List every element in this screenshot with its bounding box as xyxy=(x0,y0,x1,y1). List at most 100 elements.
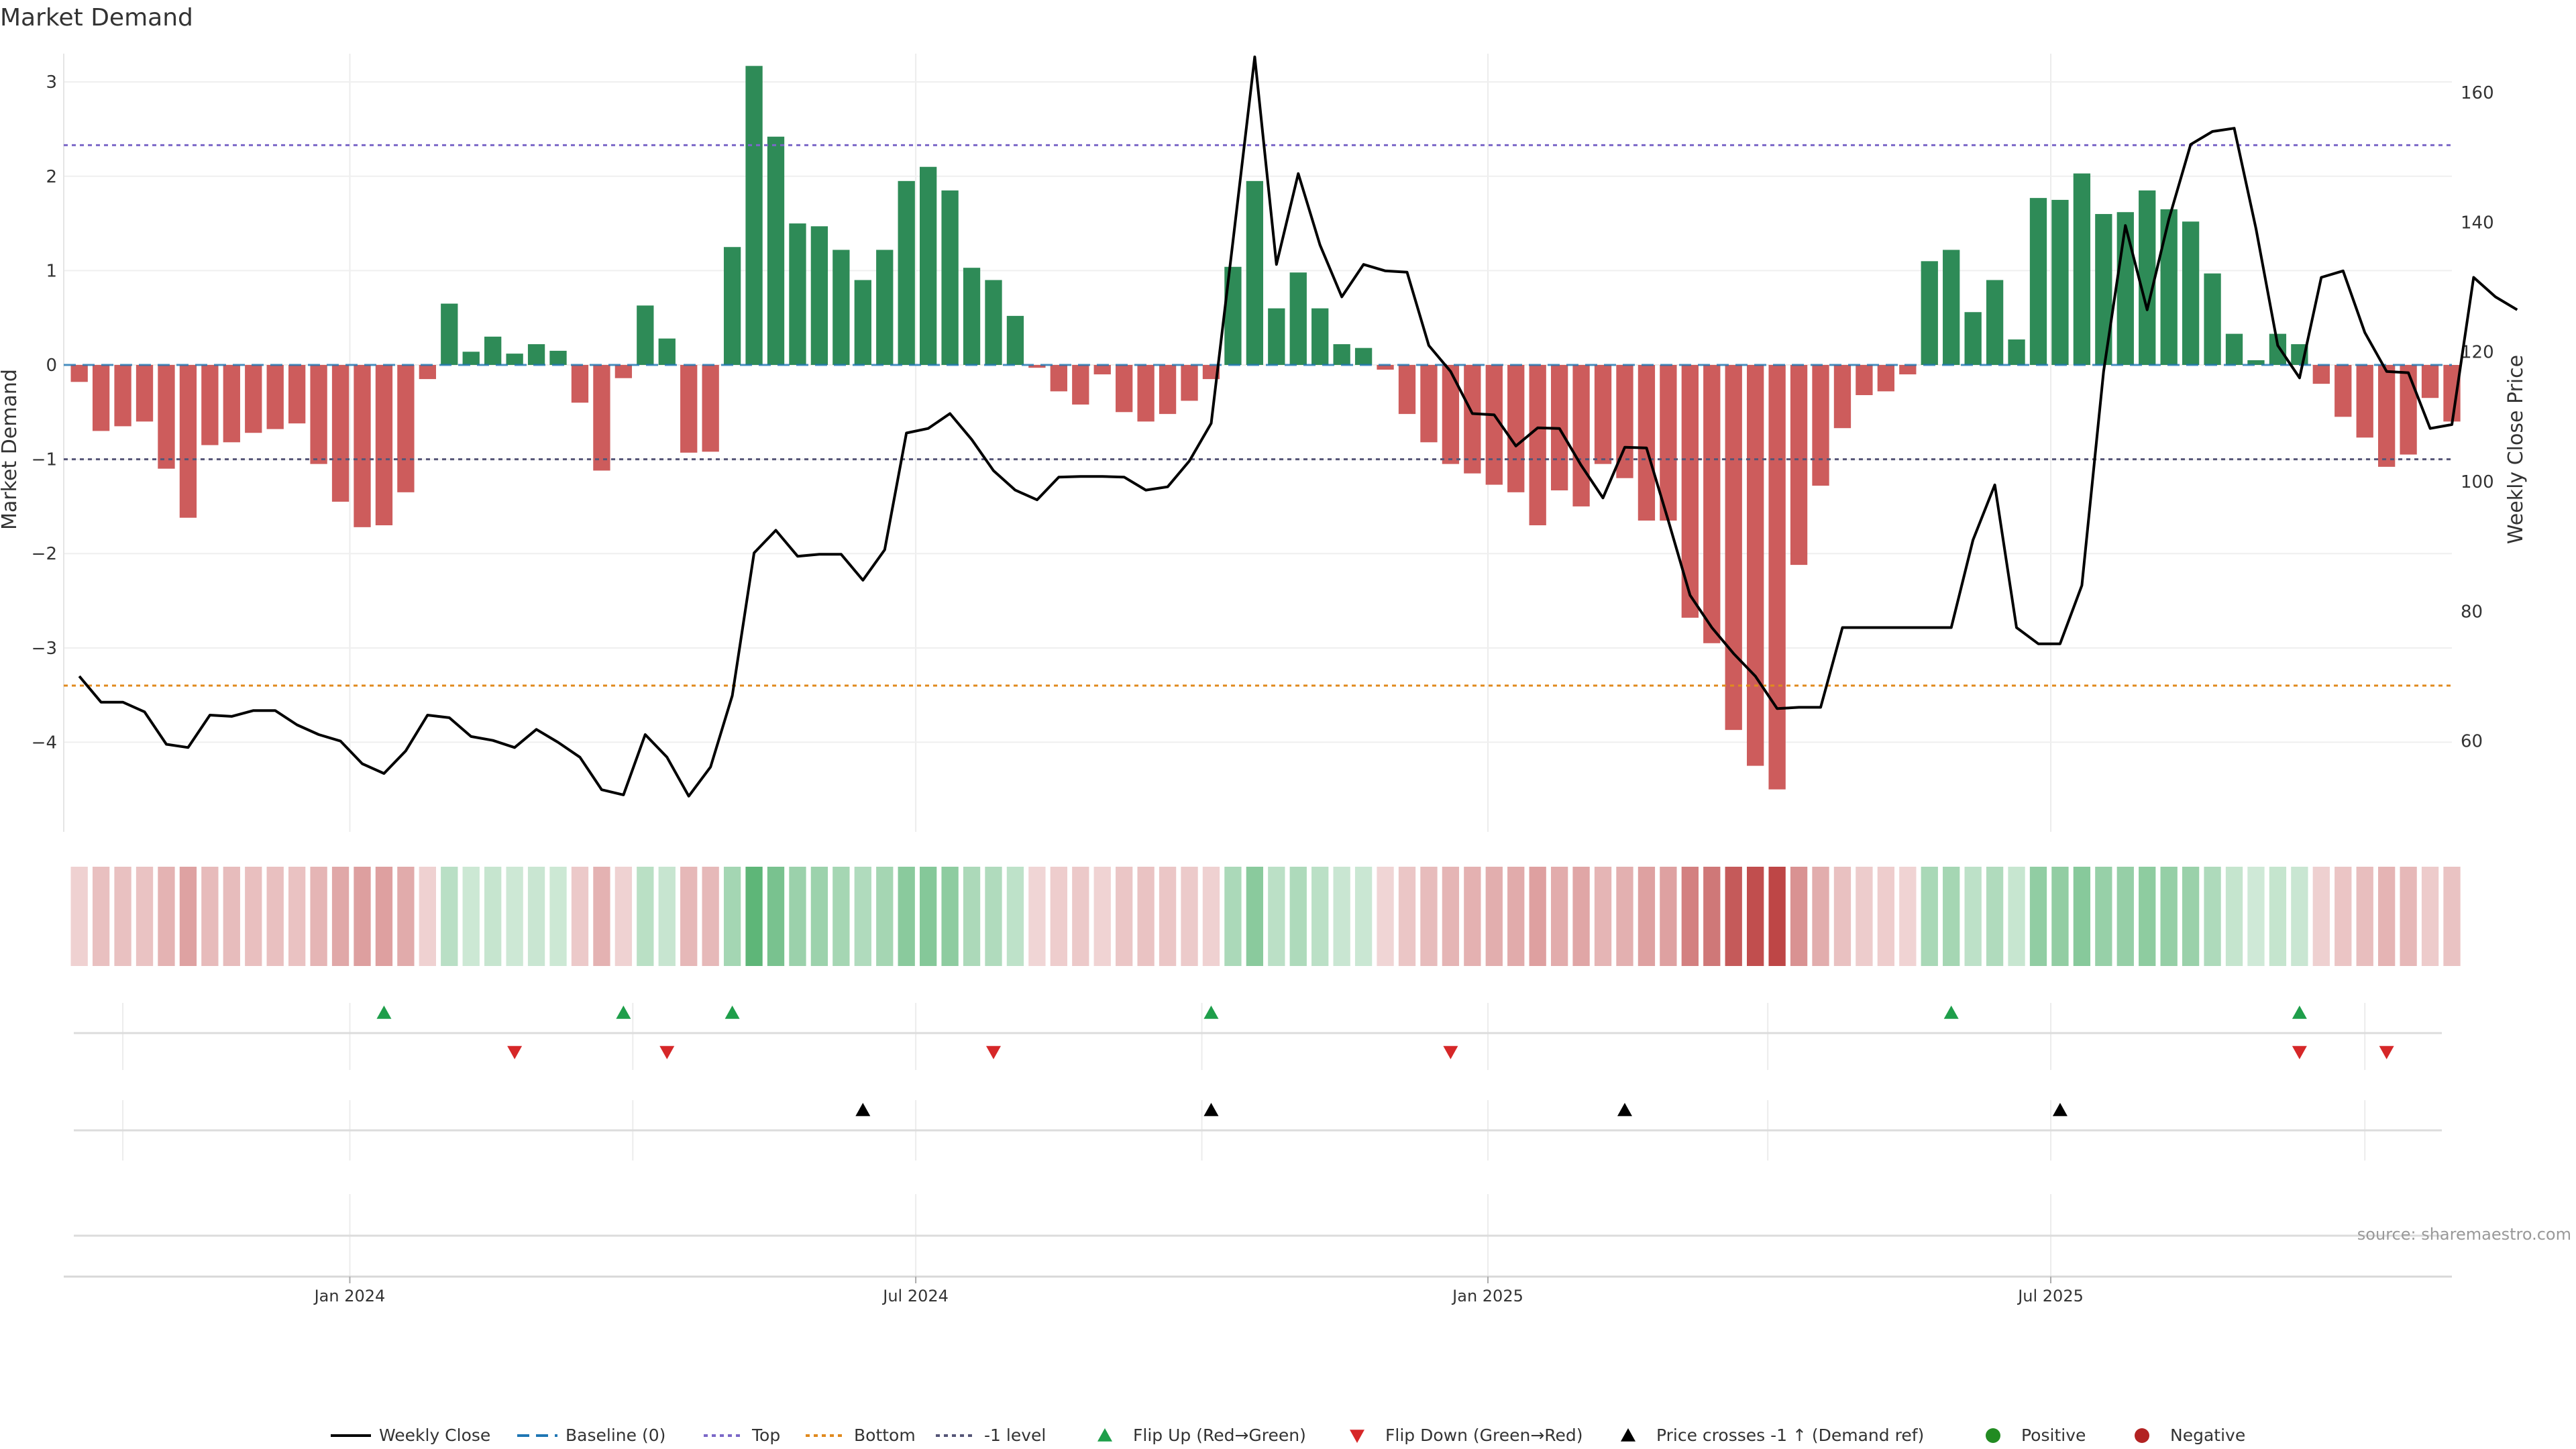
heatmap-cell xyxy=(723,867,741,966)
x-tick-label: Jul 2025 xyxy=(2017,1287,2084,1305)
price-cross-marker xyxy=(855,1103,871,1116)
legend-item-cross: Price crosses -1 ↑ (Demand ref) xyxy=(1621,1426,1924,1445)
heatmap-cell xyxy=(810,867,828,966)
flip-up-marker xyxy=(1943,1006,1959,1019)
demand-bar xyxy=(963,268,981,365)
demand-bar xyxy=(2116,212,2134,365)
heatmap-cell xyxy=(1550,867,1568,966)
heatmap-cell xyxy=(1354,867,1373,966)
demand-bar xyxy=(70,365,88,382)
demand-bar xyxy=(1311,308,1329,365)
y2-tick-label: 80 xyxy=(2461,602,2483,622)
heatmap-cell xyxy=(2400,867,2417,966)
chart-legend: Weekly Close Baseline (0) Top Bottom -1 leve… xyxy=(331,1426,2245,1445)
legend-label: -1 level xyxy=(984,1426,1046,1445)
demand-bar xyxy=(1638,365,1656,521)
demand-bar xyxy=(571,365,589,403)
demand-bar xyxy=(941,190,959,365)
flip-down-marker xyxy=(985,1046,1001,1059)
heatmap-cell xyxy=(919,867,937,966)
heatmap-cell xyxy=(1812,867,1829,966)
heatmap-cell xyxy=(1420,867,1438,966)
flip-up-marker xyxy=(2292,1006,2307,1019)
heatmap-cell xyxy=(158,867,175,966)
heatmap-cell xyxy=(2051,867,2069,966)
demand-bar xyxy=(2247,360,2265,365)
heatmap-cell xyxy=(1747,867,1764,966)
demand-bar xyxy=(1986,280,2004,365)
demand-bar xyxy=(702,365,719,452)
heatmap-cell xyxy=(1137,867,1155,966)
demand-bar xyxy=(919,166,937,365)
demand-bar xyxy=(2400,365,2417,455)
demand-bar xyxy=(288,365,306,424)
demand-bar xyxy=(1899,365,1917,375)
heatmap-cell xyxy=(1202,867,1220,966)
legend-label: Flip Up (Red→Green) xyxy=(1133,1426,1306,1445)
heatmap-cell xyxy=(593,867,610,966)
demand-bar xyxy=(2421,365,2439,398)
heatmap-cell xyxy=(2312,867,2330,966)
heatmap-cell xyxy=(1681,867,1699,966)
demand-bar xyxy=(614,365,633,378)
heatmap-cell xyxy=(1159,867,1177,966)
heatmap-cell xyxy=(245,867,262,966)
demand-bar xyxy=(1268,308,1285,365)
demand-bar xyxy=(484,336,502,365)
flip-up-marker xyxy=(376,1006,392,1019)
demand-bar xyxy=(680,365,698,453)
demand-bar xyxy=(1747,365,1764,766)
demand-bar xyxy=(789,223,806,365)
legend-label: Positive xyxy=(2021,1426,2086,1445)
legend-symbol xyxy=(1986,1428,2000,1443)
heatmap-cell xyxy=(1790,867,1808,966)
demand-bar xyxy=(985,280,1002,365)
heatmap-cell xyxy=(1377,867,1394,966)
heatmap-cell xyxy=(1181,867,1198,966)
demand-bar xyxy=(375,365,393,526)
weekly-close-line xyxy=(78,55,2518,798)
demand-bar xyxy=(2008,339,2025,365)
heatmap-cell xyxy=(854,867,871,966)
y-tick-label: −4 xyxy=(32,733,57,753)
demand-bar xyxy=(1703,365,1721,643)
demand-bar xyxy=(1507,365,1525,492)
legend-item-negative: Negative xyxy=(2135,1426,2245,1445)
demand-bar xyxy=(854,280,871,365)
demand-bar xyxy=(1377,365,1394,370)
heatmap-cell xyxy=(1833,867,1851,966)
legend-item-bottom: Bottom xyxy=(806,1426,916,1445)
flip-down-marker xyxy=(2379,1046,2394,1059)
demand-bar xyxy=(441,303,458,365)
demand-bar xyxy=(1116,365,1133,413)
y2-tick-label: 100 xyxy=(2461,472,2494,492)
y-tick-label: 0 xyxy=(46,356,57,376)
flip-up-marker xyxy=(1203,1006,1219,1019)
demand-bar xyxy=(1921,261,1938,365)
price-cross-marker xyxy=(1617,1103,1632,1116)
heatmap-cell xyxy=(441,867,458,966)
demand-bar xyxy=(223,365,240,443)
heatmap-cell xyxy=(1921,867,1938,966)
heatmap-cell xyxy=(2356,867,2373,966)
demand-bar xyxy=(114,365,131,427)
demand-bar xyxy=(1093,365,1111,375)
legend-label: Negative xyxy=(2170,1426,2245,1445)
heatmap-cell xyxy=(1507,867,1525,966)
heatmap-cell xyxy=(506,867,523,966)
demand-bar xyxy=(2225,333,2243,365)
demand-bar xyxy=(1833,365,1851,429)
heatmap-cell xyxy=(1660,867,1677,966)
demand-bar xyxy=(397,365,415,492)
legend-symbol xyxy=(1621,1428,1635,1442)
legend-item-minus1: -1 level xyxy=(936,1426,1046,1445)
demand-bar xyxy=(201,365,219,445)
legend-symbol xyxy=(1350,1430,1364,1443)
flip-down-marker xyxy=(507,1046,523,1059)
chart-title: Market Demand xyxy=(0,4,193,32)
demand-bar xyxy=(1790,365,1808,566)
demand-bar xyxy=(179,365,197,518)
heatmap-cell xyxy=(658,867,676,966)
heatmap-cell xyxy=(201,867,219,966)
y-tick-label: −1 xyxy=(32,450,57,470)
